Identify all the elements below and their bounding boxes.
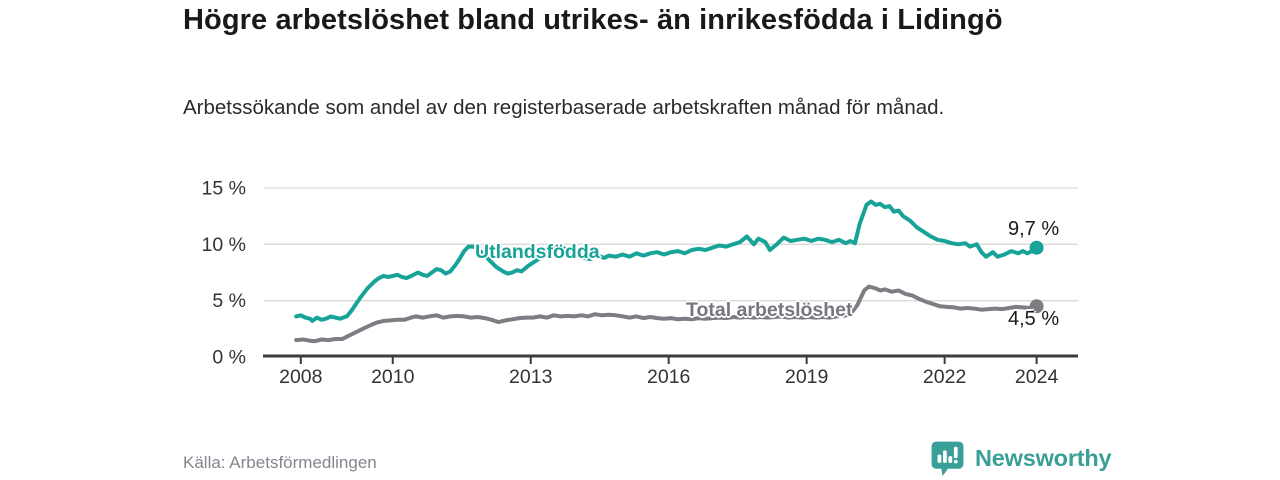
chart-subtitle: Arbetssökande som andel av den registerb…: [183, 96, 945, 119]
chart-title: Högre arbetslöshet bland utrikes- än inr…: [183, 4, 1003, 36]
source-note: Källa: Arbetsförmedlingen: [183, 453, 377, 472]
series-line-utlandsfodda: [294, 199, 1039, 323]
series-label-utlandsfodda: Utlandsfödda: [475, 241, 600, 263]
newsworthy-logo-icon: [931, 441, 964, 476]
y-tick-label: 15 %: [202, 178, 246, 200]
newsworthy-logo: Newsworthy: [929, 439, 1112, 477]
newsworthy-logo-text: Newsworthy: [975, 444, 1112, 471]
x-tick-label: 2024: [1015, 366, 1059, 388]
x-tick-label: 2013: [509, 366, 552, 388]
series-end-dot: [1029, 299, 1044, 314]
x-tick-label: 2008: [279, 366, 322, 388]
series-end-dot: [1029, 240, 1044, 255]
y-tick-label: 10 %: [202, 234, 246, 256]
x-tick-label: 2016: [647, 366, 690, 388]
x-tick-label: 2010: [371, 366, 415, 388]
y-tick-label: 0 %: [212, 347, 246, 369]
series-label-total-arbetsloshet: Total arbetslöshet: [686, 299, 853, 321]
series-line-total: [294, 284, 1039, 344]
end-value-label-utlandsfodda: 9,7 %: [1008, 218, 1060, 240]
end-value-label-total: 4,5 %: [1008, 308, 1060, 330]
y-tick-label: 5 %: [212, 290, 246, 312]
x-tick-label: 2019: [785, 366, 828, 388]
x-tick-label: 2022: [923, 366, 966, 388]
